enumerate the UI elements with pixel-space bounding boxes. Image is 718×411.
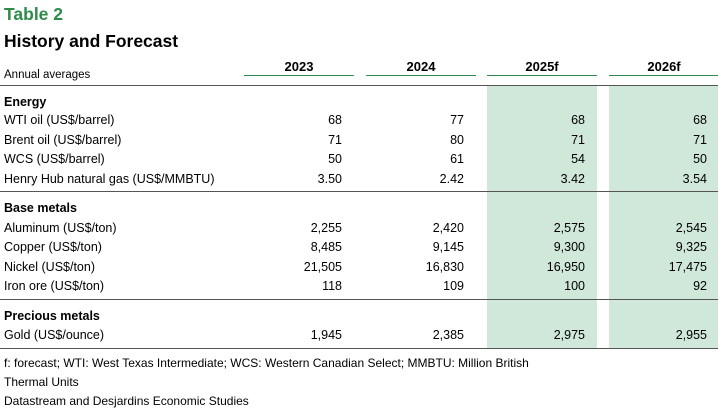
cell-value: 80 xyxy=(450,133,464,147)
column-header-2024: 2024 xyxy=(406,59,436,74)
cell-value: 2,420 xyxy=(432,221,464,235)
source-note: Datastream and Desjardins Economic Studi… xyxy=(4,394,249,408)
cell-value: 71 xyxy=(328,133,342,147)
cell-value: 2,955 xyxy=(675,328,707,342)
row-label: Iron ore (US$/ton) xyxy=(4,279,105,293)
cell-value: 9,325 xyxy=(675,240,707,254)
row-label: Copper (US$/ton) xyxy=(4,240,102,254)
table-row: Copper (US$/ton) 8,485 9,145 9,300 9,325 xyxy=(0,240,718,258)
cell-value: 8,485 xyxy=(310,240,342,254)
cell-value: 92 xyxy=(693,279,707,293)
cell-value: 2,575 xyxy=(553,221,585,235)
cell-value: 2,975 xyxy=(553,328,585,342)
cell-value: 2.42 xyxy=(439,172,464,186)
table-row: Brent oil (US$/barrel) 71 80 71 71 xyxy=(0,133,718,151)
section-divider xyxy=(0,191,718,192)
cell-value: 68 xyxy=(693,113,707,127)
cell-value: 50 xyxy=(328,152,342,166)
row-label: Gold (US$/ounce) xyxy=(4,328,105,342)
table-row: Iron ore (US$/ton) 118 109 100 92 xyxy=(0,279,718,297)
table-row: WTI oil (US$/barrel) 68 77 68 68 xyxy=(0,113,718,131)
table-number-title: Table 2 xyxy=(4,4,64,24)
cell-value: 118 xyxy=(322,279,342,293)
table-row: WCS (US$/barrel) 50 61 54 50 xyxy=(0,152,718,170)
column-header-underline xyxy=(244,75,354,76)
row-label: WTI oil (US$/barrel) xyxy=(4,113,115,127)
table-row: Henry Hub natural gas (US$/MMBTU) 3.50 2… xyxy=(0,172,718,190)
row-label: Brent oil (US$/barrel) xyxy=(4,133,122,147)
cell-value: 9,145 xyxy=(432,240,464,254)
column-header-underline xyxy=(487,75,597,76)
table-bottom-divider xyxy=(0,348,718,349)
footnote-abbreviations-continued: Thermal Units xyxy=(4,375,79,389)
cell-value: 3.50 xyxy=(317,172,342,186)
cell-value: 54 xyxy=(571,152,585,166)
column-header-underline xyxy=(366,75,476,76)
cell-value: 16,830 xyxy=(425,260,464,274)
row-label: Aluminum (US$/ton) xyxy=(4,221,117,235)
table-subtitle: History and Forecast xyxy=(4,31,179,51)
column-header-2025f: 2025f xyxy=(525,59,559,74)
cell-value: 2,255 xyxy=(310,221,342,235)
forecast-column-highlight-2025 xyxy=(487,86,597,348)
cell-value: 77 xyxy=(450,113,464,127)
row-label: WCS (US$/barrel) xyxy=(4,152,105,166)
footnote-abbreviations: f: forecast; WTI: West Texas Intermediat… xyxy=(4,356,529,370)
section-divider xyxy=(0,299,718,300)
cell-value: 16,950 xyxy=(546,260,585,274)
cell-value: 61 xyxy=(450,152,464,166)
cell-value: 21,505 xyxy=(303,260,342,274)
row-label: Nickel (US$/ton) xyxy=(4,260,95,274)
cell-value: 1,945 xyxy=(310,328,342,342)
column-header-2026f: 2026f xyxy=(647,59,681,74)
section-title-base-metals: Base metals xyxy=(4,201,77,215)
cell-value: 50 xyxy=(693,152,707,166)
cell-value: 68 xyxy=(328,113,342,127)
table-row: Nickel (US$/ton) 21,505 16,830 16,950 17… xyxy=(0,260,718,278)
forecast-column-highlight-2026 xyxy=(609,86,718,348)
cell-value: 9,300 xyxy=(553,240,585,254)
section-title-energy: Energy xyxy=(4,95,47,109)
header-divider xyxy=(0,85,718,86)
cell-value: 2,385 xyxy=(432,328,464,342)
cell-value: 100 xyxy=(564,279,585,293)
cell-value: 3.54 xyxy=(682,172,707,186)
unit-note: Annual averages xyxy=(4,69,91,81)
section-title-precious-metals: Precious metals xyxy=(4,309,100,323)
cell-value: 17,475 xyxy=(668,260,707,274)
row-label: Henry Hub natural gas (US$/MMBTU) xyxy=(4,172,215,186)
cell-value: 2,545 xyxy=(675,221,707,235)
cell-value: 109 xyxy=(443,279,464,293)
table-row: Gold (US$/ounce) 1,945 2,385 2,975 2,955 xyxy=(0,328,718,346)
table-row: Aluminum (US$/ton) 2,255 2,420 2,575 2,5… xyxy=(0,221,718,239)
column-header-underline xyxy=(609,75,718,76)
cell-value: 68 xyxy=(571,113,585,127)
column-header-2023: 2023 xyxy=(284,59,314,74)
cell-value: 3.42 xyxy=(560,172,585,186)
cell-value: 71 xyxy=(693,133,707,147)
cell-value: 71 xyxy=(571,133,585,147)
